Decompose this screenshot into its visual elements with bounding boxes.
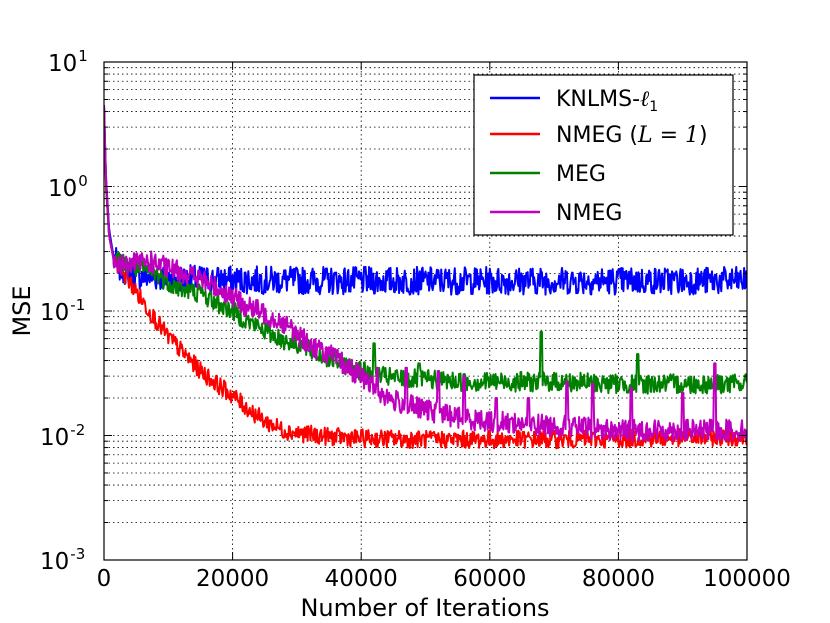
y-tick-labels: 10-3 10-2 10-1 100 101 — [40, 47, 88, 575]
legend-label-meg: MEG — [556, 162, 606, 187]
x-tick-label: 80000 — [582, 566, 655, 592]
y-tick-label: 10-3 — [40, 545, 85, 575]
tick-marks — [103, 62, 748, 561]
y-tick-label: 10-2 — [40, 421, 85, 451]
x-tick-label: 40000 — [325, 566, 398, 592]
series-knlms-l1-line — [104, 105, 747, 296]
legend-label-nmeg: NMEG — [556, 201, 622, 226]
y-tick-label: 101 — [48, 47, 88, 77]
x-tick-labels: 0 20000 40000 60000 80000 100000 — [97, 566, 791, 592]
y-axis-label: MSE — [8, 285, 36, 336]
legend-box — [473, 74, 734, 236]
legend: KNLMS-ℓ1 NMEG (L = 1) MEG NMEG — [473, 74, 734, 236]
legend-label-knlms: KNLMS-ℓ1 — [556, 87, 658, 115]
series-layer — [104, 105, 747, 450]
series-meg-line — [104, 105, 747, 395]
x-tick-label: 0 — [97, 566, 112, 592]
legend-label-nmeg-l1: NMEG (L = 1) — [556, 123, 708, 148]
series-nmeg-l1-line — [104, 105, 747, 450]
x-tick-label: 60000 — [453, 566, 526, 592]
x-axis-label: Number of Iterations — [300, 594, 549, 622]
series-nmeg-line — [104, 105, 747, 443]
x-tick-label: 20000 — [196, 566, 269, 592]
y-tick-label: 10-1 — [40, 296, 85, 326]
x-tick-label: 100000 — [703, 566, 791, 592]
y-tick-label: 100 — [48, 172, 88, 202]
